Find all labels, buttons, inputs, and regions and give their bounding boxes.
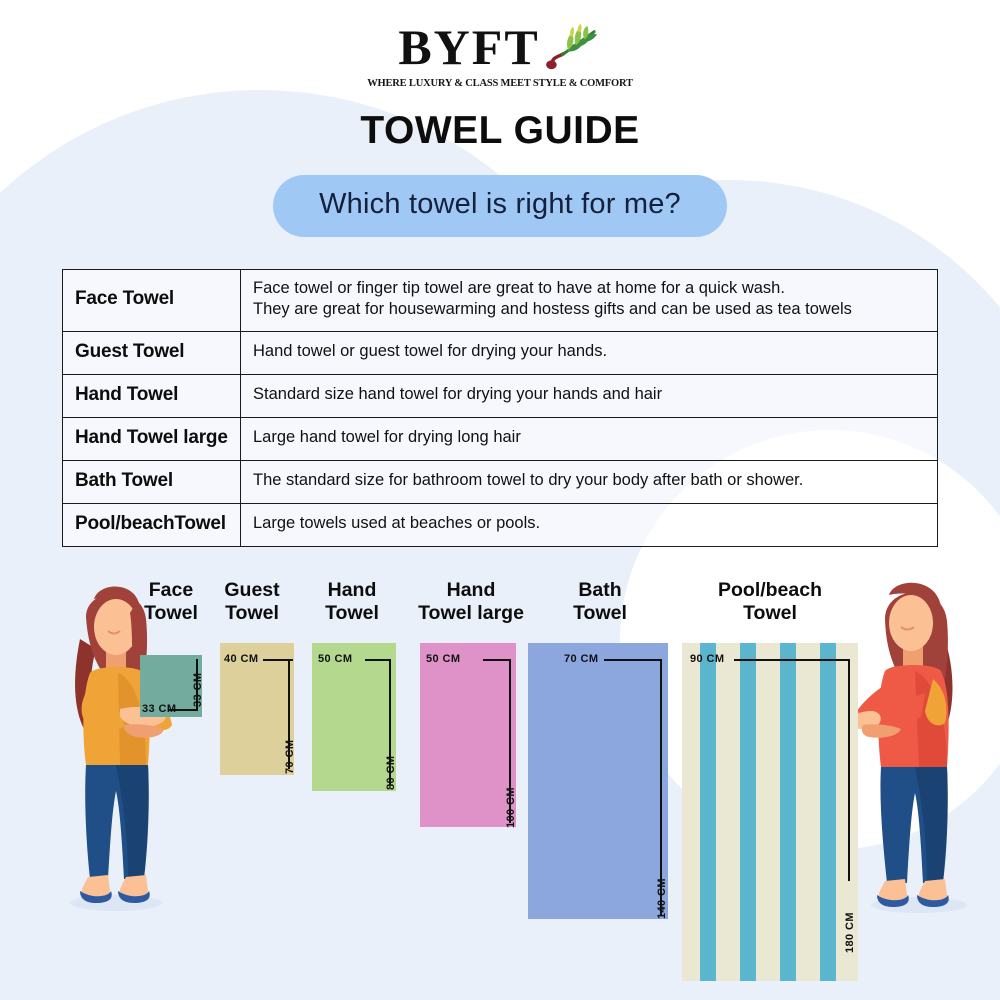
table-row: Guest Towel Hand towel or guest towel fo…	[62, 330, 938, 375]
dim-width-face: 33 CM	[142, 702, 177, 715]
towel-swatch-hand-large	[420, 642, 516, 827]
dim-width-guest: 40 CM	[224, 652, 259, 665]
brand-logo: BYFT	[0, 22, 1000, 72]
dim-height-guest: 70 CM	[284, 739, 296, 774]
row-category: Pool/beachTowel	[62, 502, 241, 547]
brand-tagline: WHERE LUXURY & CLASS MEET STYLE & COMFOR…	[367, 78, 633, 89]
dim-rule-bath-v	[660, 658, 663, 915]
row-description-line1: Face towel or finger tip towel are great…	[253, 279, 785, 297]
pool-stripe	[820, 642, 836, 981]
table-row: Bath Towel The standard size for bathroo…	[62, 459, 938, 504]
pool-stripe	[700, 642, 716, 981]
dim-rule-hand-h	[365, 658, 391, 662]
towel-swatch-bath	[528, 642, 668, 919]
pool-stripe	[740, 642, 756, 981]
row-description: Standard size hand towel for drying your…	[240, 373, 938, 418]
row-category: Hand Towel	[62, 373, 241, 418]
brand-wordmark: BYFT	[398, 19, 540, 75]
dim-width-pool: 90 CM	[690, 652, 725, 665]
towel-label-hand-large: Hand Towel large	[418, 578, 524, 624]
dim-width-hand: 50 CM	[318, 652, 353, 665]
row-description: The standard size for bathroom towel to …	[240, 459, 938, 504]
towel-label-bath: Bath Towel	[573, 578, 627, 624]
header: BYFT WHE	[0, 0, 1000, 237]
dim-height-pool: 180 CM	[844, 911, 856, 953]
row-description: Large towels used at beaches or pools.	[240, 502, 938, 547]
row-category: Bath Towel	[62, 459, 241, 504]
row-description-line2: They are great for housewarming and host…	[253, 300, 852, 319]
table-row: Hand Towel Standard size hand towel for …	[62, 373, 938, 418]
row-category: Face Towel	[62, 269, 241, 332]
row-description: Face towel or finger tip towel are great…	[240, 269, 938, 332]
towel-guide-table: Face Towel Face towel or finger tip towe…	[62, 269, 938, 547]
dim-height-face: 33 CM	[192, 672, 204, 707]
dim-rule-hand-large-h	[483, 658, 511, 662]
towel-size-comparison: Face Towel Guest Towel Hand Towel Hand T…	[0, 571, 1000, 981]
row-description: Hand towel or guest towel for drying you…	[240, 330, 938, 375]
leaf-branch-icon	[545, 24, 597, 70]
towel-label-hand: Hand Towel	[325, 578, 379, 624]
dim-height-hand: 80 CM	[385, 755, 397, 790]
dim-height-bath: 140 CM	[656, 877, 668, 919]
table-row: Hand Towel large Large hand towel for dr…	[62, 416, 938, 461]
towel-swatch-pool	[682, 642, 858, 981]
dim-height-hand-large: 100 CM	[505, 786, 517, 828]
dim-rule-bath-h	[604, 658, 662, 662]
dim-rule-pool-h	[734, 658, 850, 662]
row-category: Hand Towel large	[62, 416, 241, 461]
dim-width-bath: 70 CM	[564, 652, 599, 665]
pool-stripe	[780, 642, 796, 981]
woman-right-illustration	[845, 582, 967, 913]
row-description: Large hand towel for drying long hair	[240, 416, 938, 461]
question-banner: Which towel is right for me?	[273, 175, 727, 237]
page-title: TOWEL GUIDE	[360, 109, 640, 152]
dim-width-hand-large: 50 CM	[426, 652, 461, 665]
table-row: Pool/beachTowel Large towels used at bea…	[62, 502, 938, 547]
towel-label-guest: Guest Towel	[224, 578, 280, 624]
table-row: Face Towel Face towel or finger tip towe…	[62, 269, 938, 332]
dim-rule-pool-v	[848, 658, 851, 881]
towel-label-face: Face Towel	[144, 578, 198, 624]
towel-swatch-hand	[312, 642, 396, 791]
towel-label-pool: Pool/beach Towel	[717, 578, 823, 624]
row-category: Guest Towel	[62, 330, 241, 375]
